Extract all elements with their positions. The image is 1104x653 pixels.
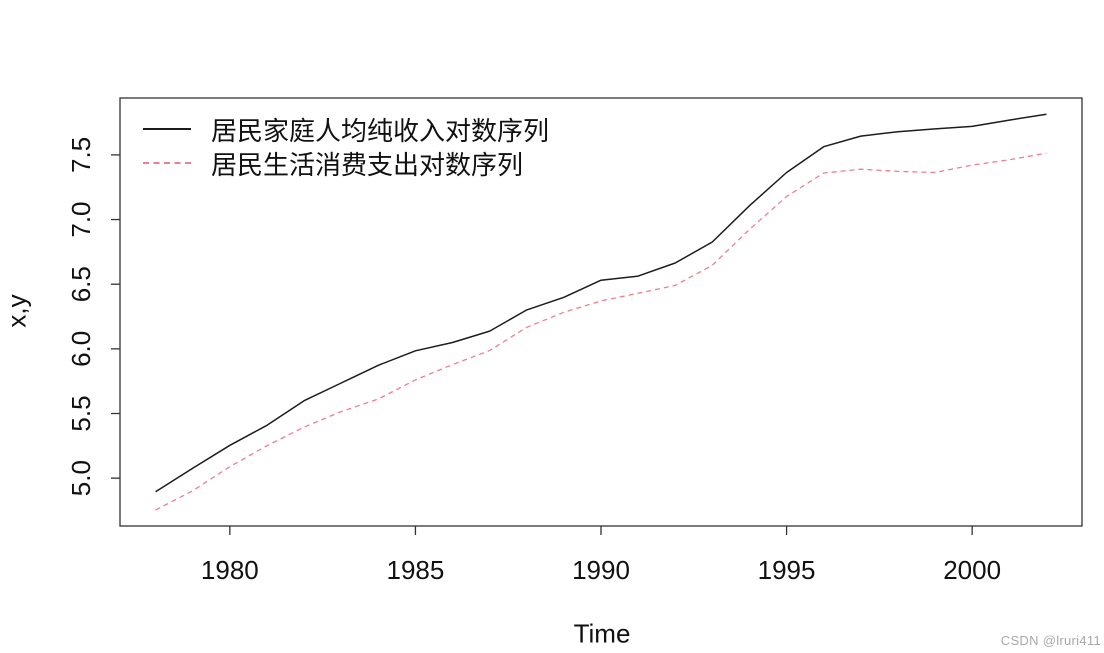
chart-legend: 居民家庭人均纯收入对数序列 居民生活消费支出对数序列 bbox=[143, 112, 549, 180]
x-tick-label: 1990 bbox=[572, 555, 630, 585]
x-axis-title: Time bbox=[573, 618, 631, 649]
y-tick-label: 6.0 bbox=[66, 331, 96, 367]
y-tick-label: 5.5 bbox=[66, 395, 96, 431]
legend-item-income: 居民家庭人均纯收入对数序列 bbox=[143, 112, 549, 146]
series-line-consumption bbox=[155, 152, 1047, 511]
x-tick-label: 2000 bbox=[943, 555, 1001, 585]
y-tick-label: 7.5 bbox=[66, 137, 96, 173]
x-tick-label: 1985 bbox=[387, 555, 445, 585]
x-tick-label: 1980 bbox=[201, 555, 259, 585]
legend-item-consumption: 居民生活消费支出对数序列 bbox=[143, 146, 549, 180]
y-tick-label: 7.0 bbox=[66, 201, 96, 237]
y-axis-title: x,y bbox=[1, 294, 32, 328]
x-tick-label: 1995 bbox=[758, 555, 816, 585]
series-line-income bbox=[155, 113, 1047, 493]
legend-label-consumption: 居民生活消费支出对数序列 bbox=[211, 149, 524, 180]
watermark: CSDN @lruri411 bbox=[1000, 633, 1101, 648]
legend-line-sample-dashed bbox=[143, 162, 191, 164]
legend-label-income: 居民家庭人均纯收入对数序列 bbox=[211, 115, 550, 146]
y-tick-label: 6.5 bbox=[66, 266, 96, 302]
y-tick-label: 5.0 bbox=[66, 460, 96, 496]
legend-line-sample-solid bbox=[143, 128, 191, 130]
